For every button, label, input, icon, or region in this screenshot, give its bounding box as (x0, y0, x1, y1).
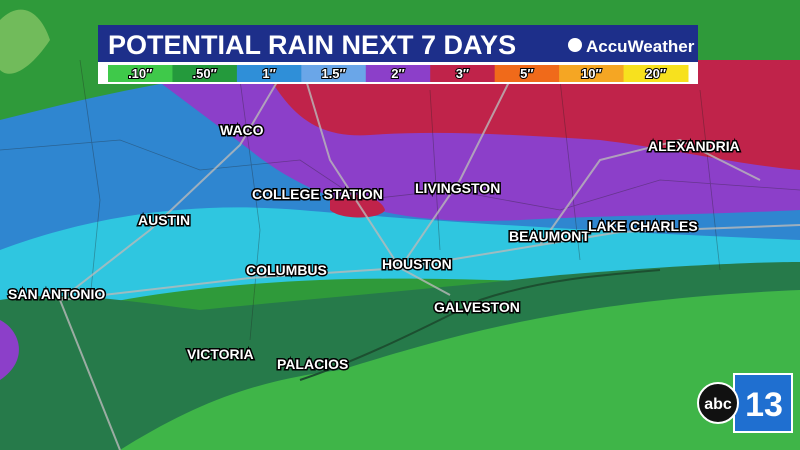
header-bar: POTENTIAL RAIN NEXT 7 DAYS AccuWeather .… (98, 25, 698, 84)
gulf (120, 290, 800, 450)
legend-label: 1″ (262, 66, 275, 81)
city-label: PALACIOS (277, 356, 348, 372)
logo-network: abc (704, 396, 732, 413)
logo-channel: 13 (745, 386, 783, 424)
county-lines (0, 59, 800, 341)
title: POTENTIAL RAIN NEXT 7 DAYS (108, 30, 516, 60)
city-label: SAN ANTONIO (8, 286, 105, 302)
city-label: COLUMBUS (246, 262, 327, 278)
legend-swatch (559, 65, 625, 82)
legend-swatch (301, 65, 367, 82)
legend-label: 2″ (391, 66, 404, 81)
roads (59, 59, 800, 450)
city-label: BEAUMONT (509, 228, 590, 244)
legend-swatch (172, 65, 238, 82)
legend-swatch (108, 65, 173, 82)
city-labels: WACO COLLEGE STATION LIVINGSTON AUSTIN C… (7, 121, 742, 374)
legend-swatch (236, 65, 302, 82)
logo-circle (697, 382, 739, 424)
legend-label: 10″ (581, 66, 602, 81)
city-label: LIVINGSTON (415, 180, 500, 196)
legend-swatch (430, 65, 496, 82)
purple-west (0, 320, 19, 380)
legend-label: 20″ (645, 66, 666, 81)
legend: .10″ .50″ 1″ 1.5″ 2″ 3″ 5″ 10″ 20″ (108, 65, 689, 82)
coastline (299, 269, 661, 381)
station-logo: 13 abc (697, 373, 793, 433)
city-label: HOUSTON (382, 256, 452, 272)
legend-swatch (494, 65, 560, 82)
light-green (0, 9, 50, 74)
city-label: AUSTIN (138, 212, 190, 228)
legend-label: 3″ (456, 66, 469, 81)
brand-icon (568, 38, 582, 52)
red-spot (330, 194, 385, 218)
legend-label: .50″ (193, 66, 217, 81)
red-zone (260, 60, 800, 170)
city-label: LAKE CHARLES (588, 218, 698, 234)
legend-label: .10″ (128, 66, 152, 81)
city-label: GALVESTON (434, 299, 520, 315)
city-label: ALEXANDRIA (648, 138, 740, 154)
city-label: WACO (220, 122, 264, 138)
legend-label: 5″ (520, 66, 533, 81)
legend-swatch (365, 65, 431, 82)
title-bg (98, 25, 698, 65)
legend-swatch (623, 65, 689, 82)
city-label: COLLEGE STATION (252, 186, 383, 202)
brand: AccuWeather (586, 37, 695, 56)
legend-label: 1.5″ (321, 66, 345, 81)
city-label: VICTORIA (187, 346, 254, 362)
